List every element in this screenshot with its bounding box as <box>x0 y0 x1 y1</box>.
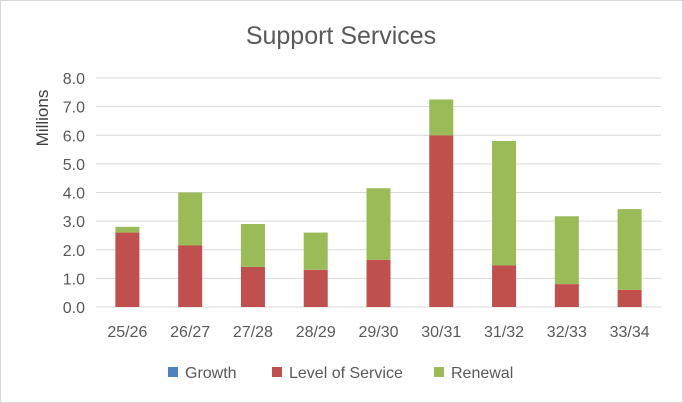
y-tick-label: 8.0 <box>63 71 85 88</box>
bar-level-of-service-25-26 <box>115 232 140 307</box>
legend-label: Level of Service <box>289 365 403 382</box>
x-tick-label: 26/27 <box>170 324 210 341</box>
x-tick-label: 31/32 <box>484 324 524 341</box>
bar-renewal-26-27 <box>178 192 203 246</box>
y-axis-ticks: 0.0 1.0 2.0 3.0 4.0 5.0 6.0 7.0 8.0 <box>63 71 85 317</box>
legend-item-renewal: Renewal <box>434 365 513 382</box>
chart-title: Support Services <box>246 22 436 50</box>
legend: Growth Level of Service Renewal <box>168 365 513 382</box>
y-tick-label: 5.0 <box>63 157 85 174</box>
legend-swatch <box>272 367 282 377</box>
bar-level-of-service-28-29 <box>303 269 328 307</box>
bar-level-of-service-31-32 <box>492 265 517 307</box>
y-tick-label: 6.0 <box>63 128 85 145</box>
bars <box>115 99 642 307</box>
y-tick-label: 2.0 <box>63 243 85 260</box>
y-tick-label: 7.0 <box>63 100 85 117</box>
y-tick-label: 0.0 <box>63 300 85 317</box>
x-tick-label: 28/29 <box>296 324 336 341</box>
x-axis-ticks: 25/26 26/27 27/28 28/29 29/30 30/31 31/32 32/33… <box>107 324 649 341</box>
legend-item-growth: Growth <box>168 365 237 382</box>
bar-level-of-service-26-27 <box>178 245 203 307</box>
bar-renewal-28-29 <box>303 232 328 270</box>
x-tick-label: 27/28 <box>233 324 273 341</box>
legend-label: Growth <box>185 365 237 382</box>
x-tick-label: 25/26 <box>107 324 147 341</box>
legend-swatch <box>168 367 178 377</box>
bar-renewal-31-32 <box>492 140 517 266</box>
y-tick-label: 4.0 <box>63 186 85 203</box>
bar-renewal-32-33 <box>554 216 579 285</box>
bar-renewal-27-28 <box>240 223 265 267</box>
x-tick-label: 33/34 <box>610 324 650 341</box>
x-tick-label: 29/30 <box>358 324 398 341</box>
y-tick-label: 3.0 <box>63 214 85 231</box>
y-tick-label: 1.0 <box>63 271 85 288</box>
bar-renewal-33-34 <box>617 209 642 290</box>
legend-item-level-of-service: Level of Service <box>272 365 403 382</box>
bar-level-of-service-32-33 <box>554 284 579 307</box>
y-axis-title: Millions <box>33 90 52 147</box>
bar-level-of-service-29-30 <box>366 259 391 307</box>
bar-level-of-service-27-28 <box>240 266 265 307</box>
bar-renewal-25-26 <box>115 226 140 233</box>
legend-swatch <box>434 367 444 377</box>
x-tick-label: 30/31 <box>421 324 461 341</box>
bar-renewal-29-30 <box>366 188 391 260</box>
bar-renewal-30-31 <box>429 99 454 136</box>
legend-label: Renewal <box>451 365 513 382</box>
bar-level-of-service-30-31 <box>429 135 454 307</box>
x-tick-label: 32/33 <box>547 324 587 341</box>
bar-level-of-service-33-34 <box>617 289 642 307</box>
